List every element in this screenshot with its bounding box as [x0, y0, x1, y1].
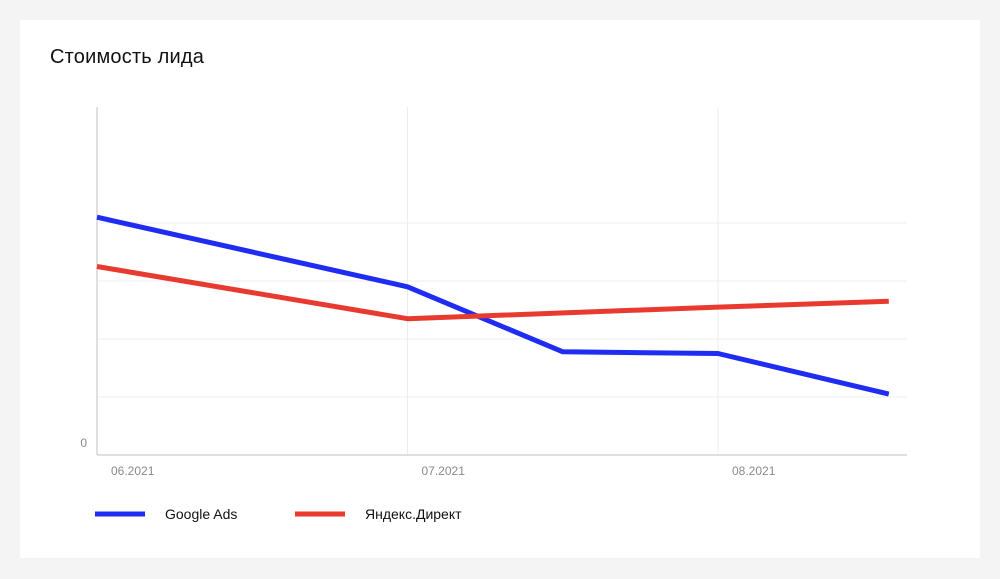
y-tick-label: 0	[80, 436, 87, 450]
legend-label: Google Ads	[165, 506, 237, 522]
series-line	[96, 214, 890, 397]
x-tick-label: 07.2021	[422, 464, 466, 478]
x-tick-label: 06.2021	[111, 464, 155, 478]
series-lines	[96, 214, 890, 397]
axes	[96, 107, 907, 456]
gridlines	[97, 107, 907, 455]
legend-label: Яндекс.Директ	[365, 506, 462, 522]
tick-labels: 06.2021 07.2021 08.2021 0	[80, 436, 775, 478]
line-chart: 06.2021 07.2021 08.2021 0 Google Ads Яндекс.…	[80, 107, 907, 522]
series-line	[96, 264, 889, 322]
x-tick-label: 08.2021	[732, 464, 776, 478]
chart-title: Стоимость лида	[50, 46, 205, 68]
legend: Google Ads Яндекс.Директ	[95, 506, 462, 522]
chart-card: Стоимость лида 06.2021 07.2021 08.2021 0 Go…	[20, 20, 980, 558]
